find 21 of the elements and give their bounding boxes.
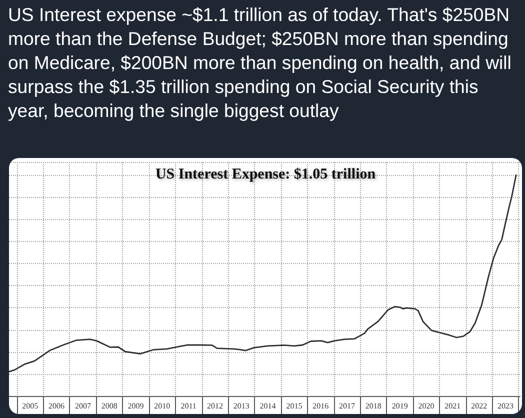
x-tick-label: 2020	[418, 402, 434, 410]
chart-subtitle: US Interest Expense: $1.05 trillion	[155, 166, 376, 182]
chart-title: US Interest expense ~$1.1 trillion as of today. That's $250BN more than the Defense Budget; $250BN more than spending on Medicare, $200BN more than spending on health, and will surpass the $1.35 trillion spending on Social Security this year, becoming the single biggest outlay	[8, 3, 512, 123]
x-tick-label: 2006	[48, 402, 65, 410]
x-tick-label: 2014	[260, 402, 276, 410]
x-tick-label: 2010	[154, 402, 170, 410]
x-tick-label: 2018	[365, 402, 382, 410]
x-tick-label: 2016	[312, 402, 329, 410]
x-tick-label: 2011	[180, 402, 196, 410]
x-tick-label: 2019	[392, 402, 408, 410]
x-tick-label: 2012	[206, 402, 223, 410]
x-tick-label: 2023	[497, 402, 514, 410]
x-tick-label: 2017	[339, 402, 356, 410]
x-tick-label: 2009	[128, 402, 144, 410]
x-tick-label: 2008	[101, 402, 118, 410]
x-tick-label: 2007	[74, 402, 91, 410]
x-tick-label: 2015	[286, 402, 302, 410]
x-tick-label: 2013	[233, 402, 250, 410]
x-tick-label: 2021	[444, 402, 461, 410]
x-tick-label: 2005	[22, 402, 38, 410]
x-tick-label: 2022	[471, 402, 488, 410]
